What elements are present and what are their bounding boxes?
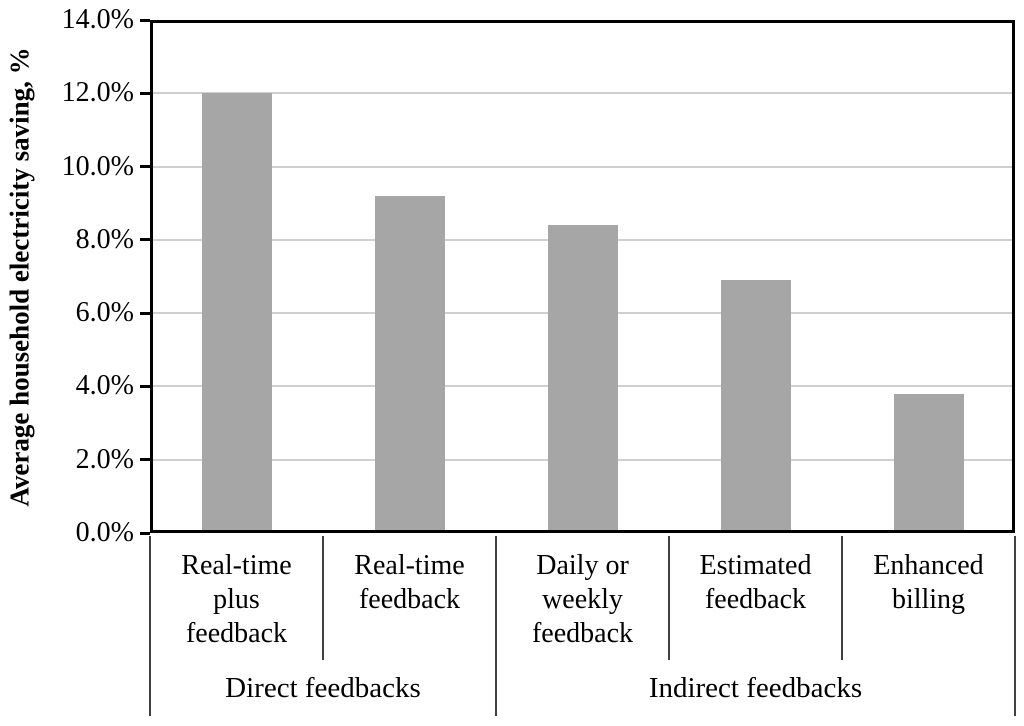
category-label: Estimated feedback [699, 550, 812, 615]
category-label: Enhanced billing [873, 550, 984, 615]
group-label: Indirect feedbacks [648, 671, 863, 704]
group-separator [1014, 660, 1016, 716]
category-separator [149, 536, 151, 660]
gridline [150, 92, 1015, 95]
category-separator [668, 536, 670, 660]
y-tick-label: 0.0% [75, 517, 134, 548]
category-label: Real-time plus feedback [181, 550, 292, 649]
y-tick-mark [140, 311, 150, 315]
category-separator [841, 536, 843, 660]
y-tick-label: 4.0% [75, 370, 134, 402]
category-separator [1014, 536, 1016, 660]
category-label: Real-time feedback [354, 550, 465, 615]
y-tick-mark [140, 384, 150, 388]
y-tick-mark [140, 165, 150, 169]
bar [720, 280, 791, 533]
y-tick-label: 6.0% [75, 297, 134, 329]
category-separator [495, 536, 497, 660]
bar [547, 225, 618, 533]
y-tick-label: 12.0% [61, 77, 134, 109]
category-separator [322, 536, 324, 660]
bar [893, 393, 964, 533]
y-tick-mark [140, 91, 150, 95]
y-tick-label: 8.0% [75, 223, 134, 255]
y-tick-label: 14.0% [61, 4, 134, 35]
y-tick-mark [140, 531, 150, 535]
bar [201, 93, 272, 533]
group-separator [149, 660, 151, 716]
y-tick-label: 2.0% [75, 443, 134, 475]
y-tick-label: 10.0% [61, 150, 134, 182]
group-separator [495, 660, 497, 716]
gridline [150, 165, 1015, 168]
y-tick-mark [140, 18, 150, 22]
y-tick-mark [140, 238, 150, 242]
bar [374, 195, 445, 533]
y-tick-mark [140, 458, 150, 462]
group-label: Direct feedbacks [225, 671, 421, 704]
category-label: Daily or weekly feedback [531, 550, 634, 649]
